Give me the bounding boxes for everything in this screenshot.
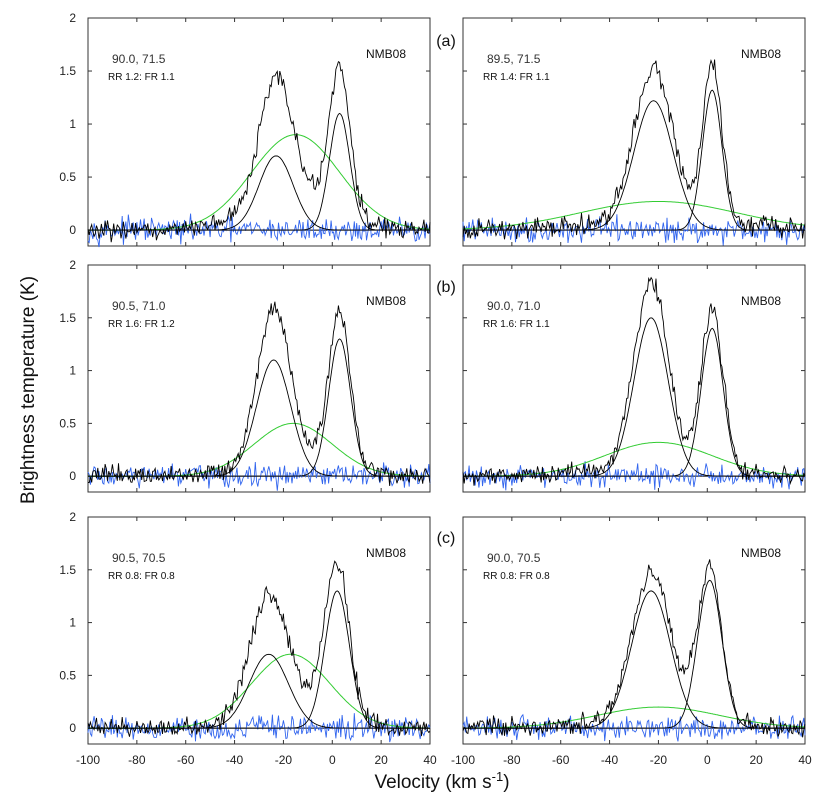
- position-label: 90.0, 71.5: [112, 52, 166, 66]
- row-label-a: (a): [436, 33, 456, 50]
- plot-frame: [462, 264, 806, 493]
- observed-spectrum: [87, 301, 431, 486]
- x-tick-label: 0: [704, 753, 711, 767]
- gaussian-component-2: [88, 338, 430, 477]
- plot-frame: [87, 516, 431, 745]
- y-tick-label: 1.5: [59, 64, 76, 78]
- x-tick-label: 20: [749, 753, 763, 767]
- y-tick-label: 1.5: [59, 563, 76, 577]
- panel-a-right: 89.5, 71.5 RR 1.4: FR 1.1 NMB08: [462, 17, 806, 247]
- residual-line: [462, 713, 806, 742]
- panel-b-right: 90.0, 71.0 RR 1.6: FR 1.1 NMB08: [462, 264, 806, 493]
- position-label: 90.0, 71.0: [487, 299, 541, 313]
- y-tick-label: 1: [69, 616, 76, 630]
- residual-line: [462, 461, 806, 491]
- ratio-label: RR 1.6: FR 1.2: [108, 319, 175, 330]
- x-tick-label: 20: [374, 753, 388, 767]
- panel-c-right: -100 -80 -60 -40 -20 0 20 40 90.0, 70.5 RR 0.8: F…: [451, 516, 812, 767]
- observed-spectrum: [462, 58, 806, 240]
- plot-frame: [462, 516, 806, 745]
- y-tick-label: 0.5: [59, 170, 76, 184]
- reference-label: NMB08: [366, 546, 406, 560]
- ratio-label: RR 0.8: FR 0.8: [483, 571, 550, 582]
- position-label: 90.5, 71.0: [112, 299, 166, 313]
- plot-frame: [87, 264, 431, 493]
- ratio-label: RR 1.4: FR 1.1: [483, 72, 550, 83]
- y-tick-label: 1: [69, 117, 76, 131]
- reference-label: NMB08: [741, 294, 781, 308]
- x-tick-label: -80: [503, 753, 521, 767]
- observed-spectrum: [462, 276, 806, 486]
- ratio-label: RR 0.8: FR 0.8: [108, 571, 175, 582]
- position-label: 89.5, 71.5: [487, 52, 541, 66]
- y-tick-label: 1.5: [59, 311, 76, 325]
- position-label: 90.5, 70.5: [112, 551, 166, 565]
- wide-gaussian-line: [463, 201, 806, 230]
- x-axis-label: Velocity (km s-1): [374, 769, 509, 793]
- gaussian-component-2: [88, 590, 430, 729]
- x-tick-label: -40: [226, 753, 244, 767]
- x-axis-label-main: Velocity (km s: [374, 772, 491, 793]
- residual-line: [87, 213, 431, 248]
- residual-line: [87, 461, 431, 491]
- reference-label: NMB08: [741, 546, 781, 560]
- x-tick-label: -60: [552, 753, 570, 767]
- observed-spectrum: [87, 560, 431, 737]
- y-tick-label: 2: [69, 510, 76, 524]
- row-label-c: (c): [437, 530, 456, 547]
- panel-b-left: 0 0.5 1 1.5 2 90.5, 71.0 RR 1.6: FR 1.2 NMB08: [59, 258, 431, 493]
- gaussian-component-2: [463, 89, 805, 231]
- x-axis-label-exponent: -1: [492, 769, 504, 784]
- residual-line: [462, 214, 806, 246]
- panel-a-left: 0 0.5 1 1.5 2 90.0, 71.5 RR 1.2: FR 1.1 NMB08: [59, 11, 431, 248]
- gaussian-component-2: [88, 112, 430, 231]
- observed-spectrum: [462, 559, 806, 738]
- ratio-label: RR 1.2: FR 1.1: [108, 72, 175, 83]
- x-tick-label: -60: [177, 753, 195, 767]
- observed-spectrum: [87, 61, 431, 243]
- ratio-label: RR 1.6: FR 1.1: [483, 319, 550, 330]
- row-labels: (a) (b) (c): [436, 33, 456, 547]
- x-tick-label: 0: [329, 753, 336, 767]
- row-label-b: (b): [436, 279, 456, 296]
- x-tick-label: 40: [423, 753, 437, 767]
- x-tick-label: -100: [451, 753, 475, 767]
- x-tick-label: 40: [798, 753, 812, 767]
- x-tick-label: -80: [128, 753, 146, 767]
- position-label: 90.0, 70.5: [487, 551, 541, 565]
- y-tick-label: 0.5: [59, 668, 76, 682]
- y-tick-label: 2: [69, 11, 76, 25]
- plot-frame: [87, 17, 431, 247]
- reference-label: NMB08: [741, 47, 781, 61]
- reference-label: NMB08: [366, 294, 406, 308]
- gaussian-component-1: [463, 317, 805, 477]
- y-tick-label: 0: [69, 469, 76, 483]
- x-tick-label: -40: [601, 753, 619, 767]
- y-tick-label: 0: [69, 223, 76, 237]
- y-tick-label: 0: [69, 721, 76, 735]
- wide-gaussian-line: [88, 134, 431, 231]
- gaussian-component-1: [463, 590, 805, 729]
- x-axis-label-close: ): [503, 772, 509, 793]
- y-tick-label: 1: [69, 364, 76, 378]
- x-tick-label: -100: [76, 753, 100, 767]
- reference-label: NMB08: [366, 47, 406, 61]
- y-tick-label: 0.5: [59, 416, 76, 430]
- gaussian-component-1: [88, 359, 430, 477]
- panel-c-left: 0 0.5 1 1.5 2 -100 -80 -60 -40 -20 0 20 40 90.5, 70.5…: [59, 510, 437, 767]
- plot-frame: [462, 17, 806, 247]
- x-tick-label: -20: [275, 753, 293, 767]
- x-tick-label: -20: [650, 753, 668, 767]
- gaussian-component-2: [463, 579, 805, 729]
- y-tick-label: 2: [69, 258, 76, 272]
- y-axis-label: Brightness temperature (K): [18, 276, 39, 504]
